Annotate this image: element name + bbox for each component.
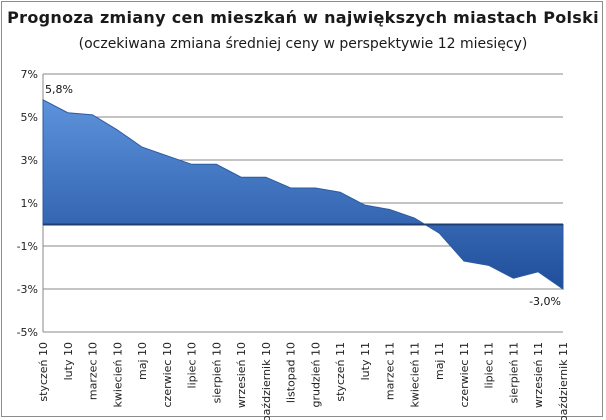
x-tick-label: styczeń 11 (334, 342, 347, 402)
x-tick-label: sierpień 10 (210, 342, 223, 403)
y-tick-label: 7% (21, 68, 38, 81)
x-tick-label: maj 10 (136, 342, 149, 380)
x-tick-label: lipiec 10 (186, 342, 199, 388)
x-tick-label: luty 11 (359, 342, 372, 380)
y-tick-label: 1% (21, 197, 38, 210)
x-tick-label: kwiecień 10 (111, 342, 124, 408)
x-tick-label: czerwiec 11 (458, 342, 471, 407)
x-axis-ticks: styczeń 10 luty 10 marzec 10 kwiecień 10 maj… (37, 342, 570, 420)
x-tick-label: październik 11 (557, 342, 570, 420)
data-labels: 5,8% -3,0% (45, 83, 561, 308)
data-label: -3,0% (529, 295, 561, 308)
x-tick-label: październik 10 (260, 342, 273, 420)
x-tick-label: lipiec 11 (483, 342, 496, 388)
x-tick-label: czerwiec 10 (161, 342, 174, 407)
area-series (42, 98, 564, 290)
chart-title: Prognoza zmiany cen mieszkań w największ… (7, 8, 599, 27)
y-tick-label: -3% (17, 283, 38, 296)
y-tick-label: 5% (21, 111, 38, 124)
x-tick-label: sierpień 11 (507, 342, 520, 403)
x-tick-label: wrzesień 11 (532, 342, 545, 408)
x-tick-label: styczeń 10 (37, 342, 50, 402)
x-tick-label: marzec 10 (87, 342, 100, 400)
x-tick-label: maj 11 (433, 342, 446, 380)
x-tick-label: luty 10 (62, 342, 75, 380)
x-tick-label: grudzień 10 (309, 342, 322, 408)
y-tick-label: -1% (17, 240, 38, 253)
y-axis-ticks: 7% 5% 3% 1% -1% -3% -5% (17, 68, 38, 339)
y-tick-label: -5% (17, 326, 38, 339)
y-tick-label: 3% (21, 154, 38, 167)
chart-subtitle: (oczekiwana zmiana średniej ceny w persp… (78, 36, 528, 52)
x-tick-label: kwiecień 11 (408, 342, 421, 408)
x-tick-label: wrzesień 10 (235, 342, 248, 408)
area-fill (42, 98, 564, 290)
x-tick-label: listopad 10 (285, 342, 298, 403)
data-label: 5,8% (45, 83, 73, 96)
x-tick-label: marzec 11 (384, 342, 397, 400)
